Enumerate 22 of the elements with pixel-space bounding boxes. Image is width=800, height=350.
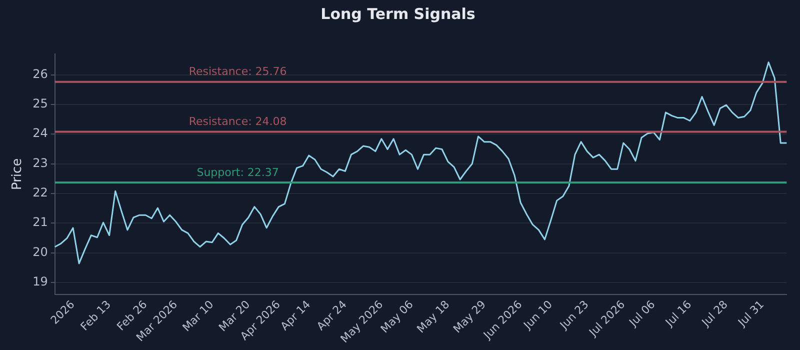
y-tick-label: 24 xyxy=(32,126,48,140)
y-tick-label: 25 xyxy=(32,96,48,111)
y-tick-label: 26 xyxy=(32,66,48,81)
x-tick-label: Apr 24 xyxy=(314,298,350,333)
x-tick-label: Mar 10 xyxy=(180,298,216,334)
ref-line-label: Resistance: 25.76 xyxy=(188,65,287,78)
y-tick-label: 21 xyxy=(32,215,48,230)
x-tick-label: Jul 31 xyxy=(734,298,767,330)
x-tick-label: Jul 28 xyxy=(698,298,730,330)
ref-line-label: Resistance: 24.08 xyxy=(188,115,287,128)
y-tick-label: 22 xyxy=(32,186,48,200)
x-tick-label: Jul 06 xyxy=(626,298,658,330)
x-tick-label: Feb 13 xyxy=(78,298,114,334)
y-axis-title: Price xyxy=(10,158,26,190)
x-tick-label: Jun 10 xyxy=(520,298,555,332)
y-tick-label: 20 xyxy=(32,244,48,259)
y-tick-label: 19 xyxy=(32,274,48,289)
chart-title: Long Term Signals xyxy=(320,4,476,23)
ref-line-label: Support: 22.37 xyxy=(196,166,279,179)
x-tick-label: Apr 14 xyxy=(278,298,314,333)
y-tick-label: 23 xyxy=(32,156,48,170)
x-tick-label: Jul 16 xyxy=(662,298,694,330)
